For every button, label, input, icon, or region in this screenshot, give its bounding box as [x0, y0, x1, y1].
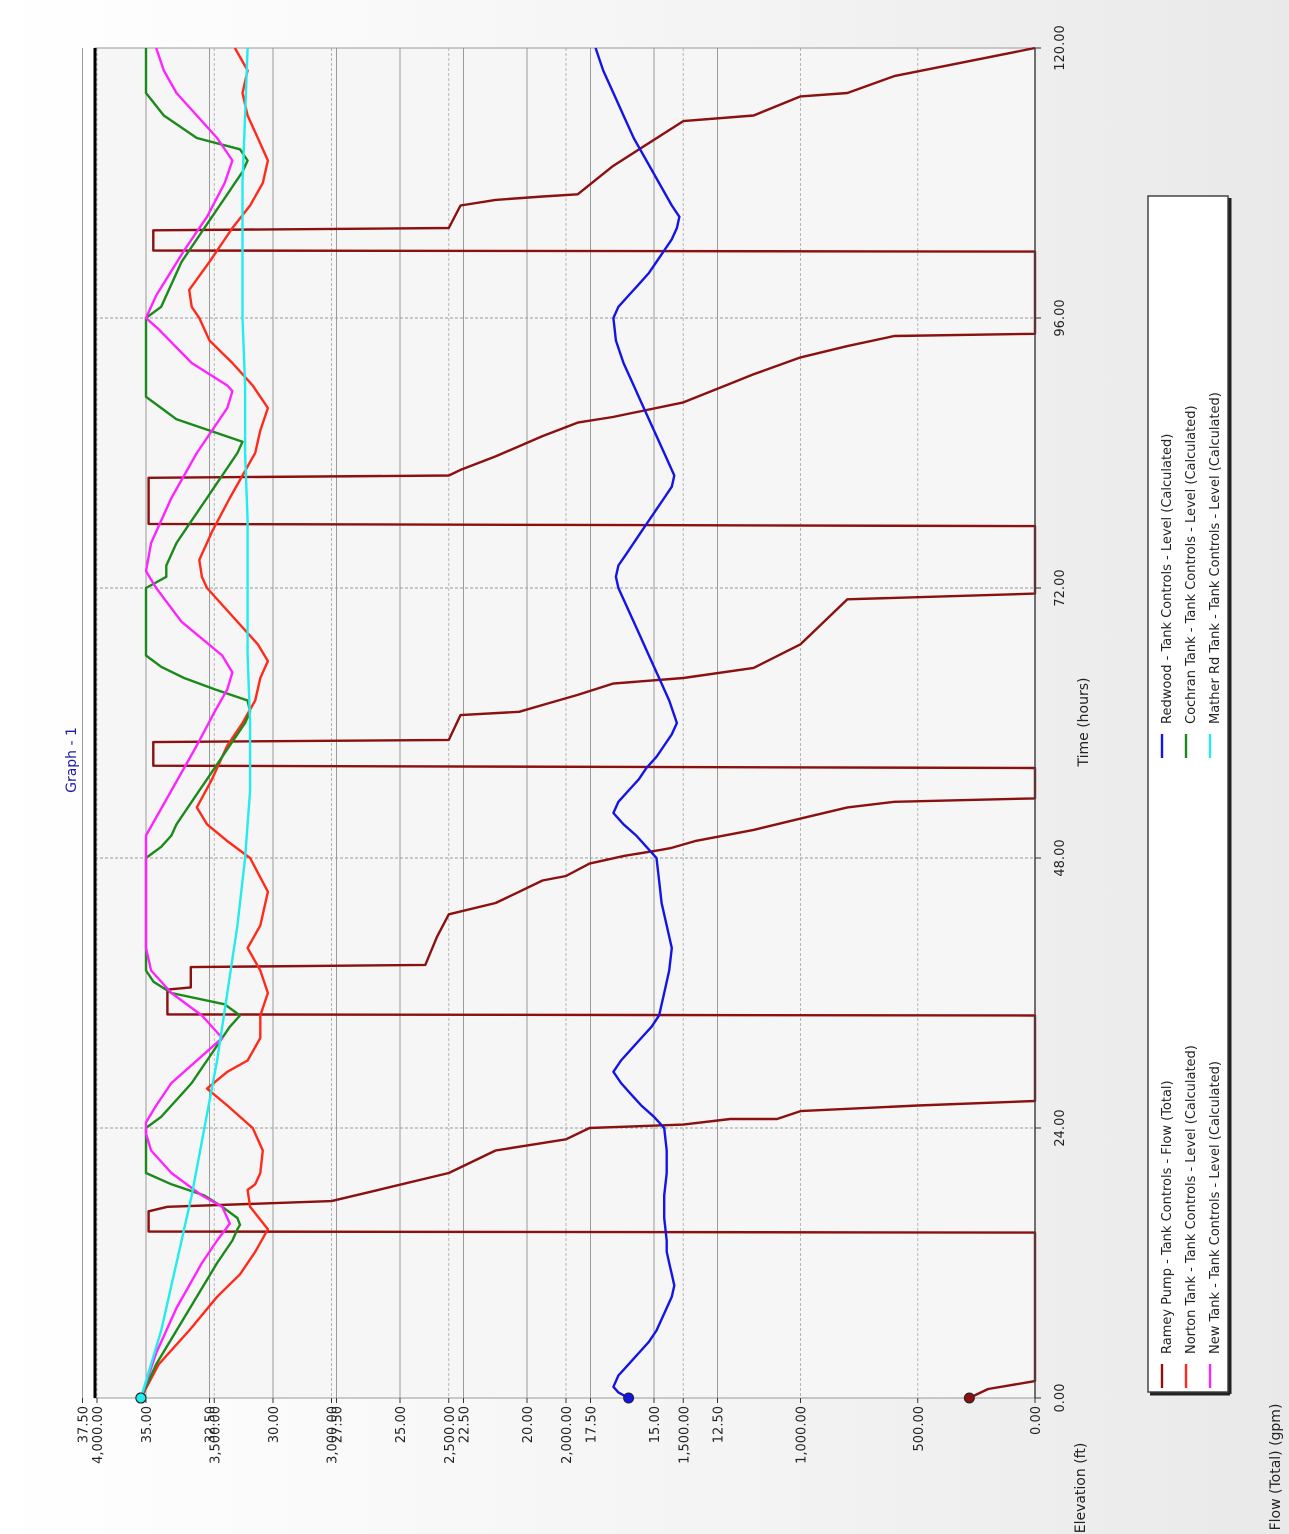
flow-tick-label: 3,500.00	[208, 1406, 223, 1464]
elevation-tick-label: 37.50	[77, 1406, 92, 1443]
series-line	[139, 47, 234, 1399]
series-line	[594, 47, 681, 1400]
flow-tick-label: 0.00	[1029, 1406, 1044, 1435]
elevation-tick-label: 32.50	[204, 1406, 219, 1443]
axis-layer	[82, 47, 1041, 1403]
legend-label: Cochran Tank - Tank Controls - Level (Ca…	[1184, 405, 1199, 724]
flow-tick-label: 1,000.00	[795, 1406, 810, 1464]
elevation-tick-label: 15.00	[648, 1406, 663, 1443]
time-tick-label: 96.00	[1053, 299, 1068, 336]
elevation-tick-label: 27.50	[331, 1406, 346, 1443]
flow-tick-label: 4,000.00	[91, 1406, 106, 1464]
legend-label: New Tank - Tank Controls - Level (Calcul…	[1208, 1061, 1223, 1354]
chart-title: Graph - 1	[64, 727, 80, 793]
elevation-tick-label: 22.50	[458, 1406, 473, 1443]
elevation-tick-label: 20.00	[521, 1406, 536, 1443]
time-tick-label: 0.00	[1053, 1384, 1068, 1413]
legend-label: Norton Tank - Tank Controls - Level (Cal…	[1184, 1045, 1199, 1354]
grid-layer	[82, 47, 1036, 1399]
series-start-marker	[963, 1392, 975, 1404]
series-start-marker	[623, 1392, 635, 1404]
plot-area	[94, 47, 1036, 1399]
flow-tick-label: 2,000.00	[560, 1406, 575, 1464]
time-tick-label: 24.00	[1053, 1109, 1068, 1146]
series-layer	[135, 46, 1037, 1404]
legend-label: Redwood - Tank Controls - Level (Calcula…	[1160, 434, 1175, 724]
series-line	[139, 47, 252, 1399]
flow-tick-label: 1,500.00	[677, 1406, 692, 1464]
series-start-marker	[135, 1392, 147, 1404]
flow-axis-label: Flow (Total) (gpm)	[1268, 1404, 1284, 1531]
legend-box	[1147, 195, 1229, 1393]
elevation-tick-label: 17.50	[585, 1406, 600, 1443]
label-layer: Graph - 1 Time (hours) Elevation (ft) Fl…	[64, 25, 1284, 1533]
legend: Ramey Pump - Tank Controls - Flow (Total…	[1147, 195, 1232, 1396]
elevation-tick-label: 30.00	[267, 1406, 282, 1443]
time-tick-label: 120.00	[1053, 25, 1068, 71]
legend-label: Ramey Pump - Tank Controls - Flow (Total…	[1160, 1080, 1175, 1354]
series-line	[139, 47, 270, 1399]
legend-label: Mather Rd Tank - Tank Controls - Level (…	[1208, 392, 1223, 724]
elevation-axis-label: Elevation (ft)	[1073, 1443, 1089, 1534]
flow-tick-label: 3,000.00	[326, 1406, 341, 1464]
time-tick-label: 48.00	[1053, 839, 1068, 876]
elevation-tick-label: 12.50	[712, 1406, 727, 1443]
flow-tick-label: 2,500.00	[443, 1406, 458, 1464]
elevation-tick-label: 25.00	[394, 1406, 409, 1443]
series-line	[139, 48, 252, 1399]
elevation-tick-label: 35.00	[140, 1406, 155, 1443]
flow-tick-label: 500.00	[912, 1406, 927, 1452]
x-axis-label: Time (hours)	[1076, 678, 1092, 768]
time-tick-label: 72.00	[1053, 569, 1068, 606]
